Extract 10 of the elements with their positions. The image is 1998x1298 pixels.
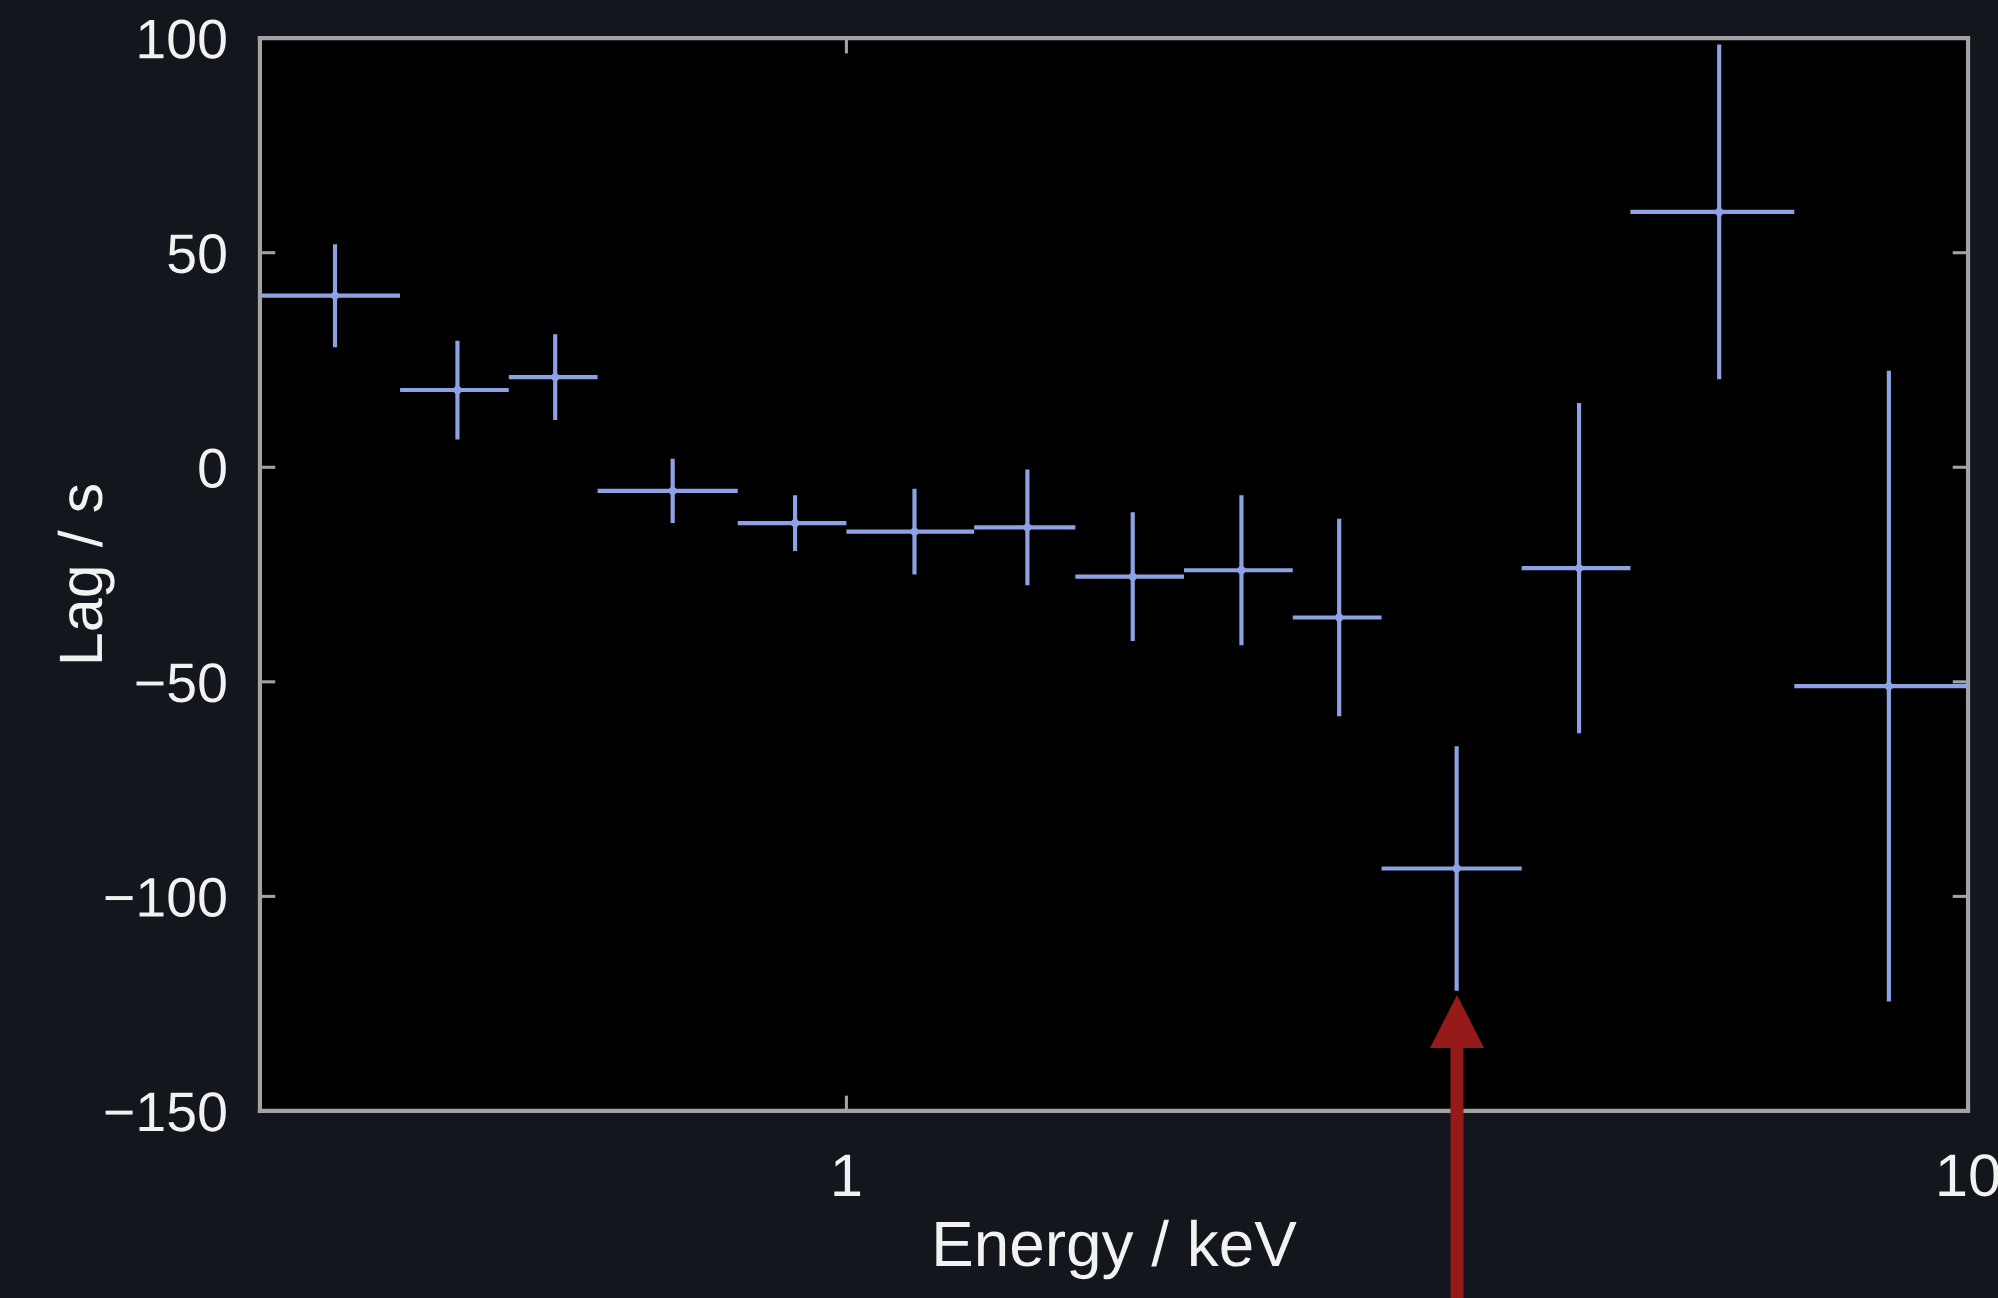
y-tick-label: 0	[199, 448, 226, 488]
y-tick-label: 100	[139, 19, 226, 59]
y-tick-label: −150	[105, 1092, 226, 1132]
x-tick-label: 10	[1939, 1154, 1998, 1197]
x-tick-label: 1	[834, 1154, 861, 1196]
y-tick-label: −50	[136, 663, 226, 703]
x-axis-title: Energy / keV	[936, 1219, 1297, 1280]
y-tick-label: 50	[168, 234, 226, 274]
y-axis-title: Lag / s	[57, 485, 115, 662]
y-tick-label: −100	[105, 877, 226, 918]
